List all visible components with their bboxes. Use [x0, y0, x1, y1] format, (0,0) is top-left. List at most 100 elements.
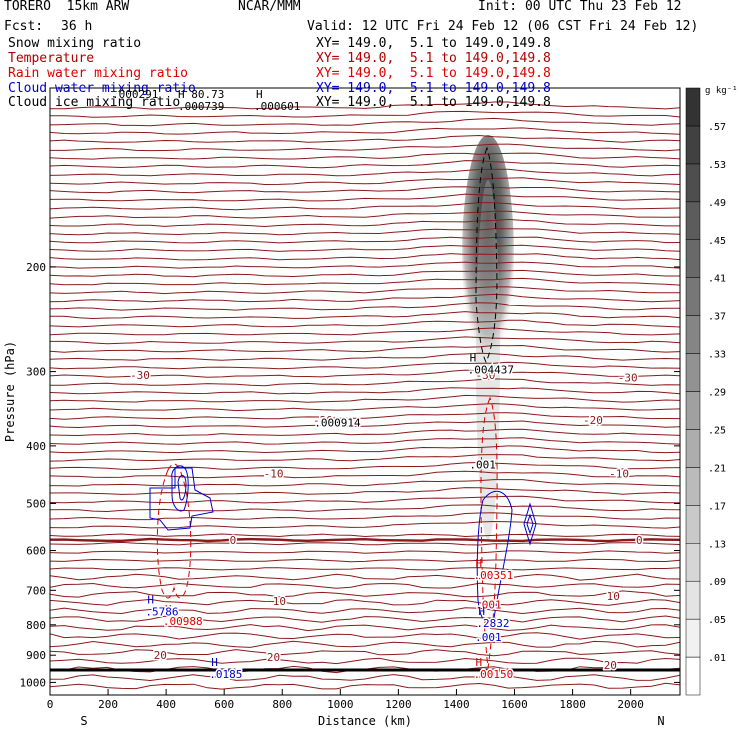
y-tick-label-5: 700 — [26, 584, 46, 597]
isotherm-38 — [50, 420, 680, 429]
isotherm-60 — [50, 607, 680, 615]
top-label-1: .000291 — [112, 88, 159, 101]
colorbar-label-8: .33 — [708, 350, 726, 361]
rain-max-1-h: H — [165, 603, 172, 616]
y-tick-label-3: 500 — [26, 497, 46, 510]
isotherm-66 — [50, 657, 680, 665]
isotherm-56 — [50, 573, 680, 581]
isotherm-57 — [50, 582, 680, 589]
isotherm-48 — [50, 504, 680, 513]
colorbar-label-11: .45 — [708, 236, 726, 247]
isotherm-23 — [50, 293, 680, 303]
legend-cloud-water: Cloud water mixing ratio — [8, 81, 196, 96]
isotherm-58 — [50, 590, 680, 598]
legend-snow: Snow mixing ratio — [8, 36, 142, 51]
x-tick-label-8: 1600 — [501, 698, 528, 711]
cloud-water-right-cell — [523, 502, 537, 546]
isotherm-label-7: 0 — [230, 534, 237, 547]
cloud-water-left-mid — [171, 465, 189, 512]
legend-cloud-ice: Cloud ice mixing ratio — [8, 95, 181, 110]
legend-rain: Rain water mixing ratio — [8, 66, 189, 81]
colorbar-label-13: .53 — [708, 160, 726, 171]
colorbar-box-5 — [685, 467, 701, 506]
isotherm-21 — [50, 277, 680, 286]
x-tick-label-1: 200 — [98, 698, 118, 711]
isotherm-label-4: -20 — [583, 414, 603, 427]
isotherm-17 — [50, 244, 680, 252]
isotherm-14 — [50, 218, 680, 228]
isotherm-69 — [50, 682, 680, 690]
isotherm-0 — [50, 101, 680, 110]
cloud-water-contour-label: .001 — [475, 631, 502, 644]
colorbar-box-11 — [685, 239, 701, 278]
top-label-2: H 80.73 — [178, 88, 225, 101]
isotherm-9 — [50, 177, 680, 186]
isotherm-62 — [50, 624, 680, 632]
y-tick-label-2: 400 — [26, 440, 46, 453]
x-tick-label-4: 800 — [272, 698, 292, 711]
cloud-water-max-0-value: .5786 — [145, 605, 178, 618]
colorbar-box-15 — [685, 87, 701, 127]
snow-max-value: .004437 — [468, 364, 514, 377]
model-title: TORERO 15km ARW — [4, 0, 130, 14]
isotherm-label-9: 10 — [273, 595, 286, 608]
isotherm-25 — [50, 311, 680, 320]
isotherm-16 — [50, 236, 680, 244]
isotherm-42 — [50, 454, 680, 462]
x-axis-label: Distance (km) — [318, 714, 412, 728]
colorbar-label-6: .25 — [708, 425, 726, 436]
north-label: N — [657, 714, 664, 728]
isotherm-18 — [50, 253, 680, 261]
colorbar-label-7: .29 — [708, 388, 726, 399]
colorbar-label-12: .49 — [708, 198, 726, 209]
legend-cloud-ice-xy: XY= 149.0, 5.1 to 149.0,149.8 — [316, 95, 551, 110]
isotherm-65 — [50, 649, 680, 657]
colorbar-label-2: .09 — [708, 577, 726, 588]
snow-contour-label: .001 — [469, 459, 496, 472]
isotherm-36 — [50, 403, 680, 412]
isotherm-68 — [50, 674, 680, 682]
snow-max-h: H — [470, 352, 477, 365]
center-title: NCAR/MMM — [238, 0, 301, 14]
isotherm-2 — [50, 117, 680, 127]
y-tick-label-8: 1000 — [20, 676, 47, 689]
snow-tail — [476, 180, 500, 540]
colorbar-box-7 — [685, 391, 701, 430]
colorbar-box-1 — [685, 618, 701, 658]
x-tick-label-6: 1200 — [385, 698, 412, 711]
isotherm-47 — [50, 495, 680, 504]
cloud-water-right — [476, 490, 513, 624]
isotherm-40 — [50, 437, 680, 445]
isotherm-label-1: -30 — [476, 369, 496, 382]
isotherm-63 — [50, 632, 680, 640]
axes: 0 200 400 600 800 1000 1200 1400 1600 1800 2000200… — [3, 261, 680, 728]
valid-time: Valid: 12 UTC Fri 24 Feb 12 (06 CST Fri … — [307, 19, 699, 34]
colorbar-box-4 — [685, 505, 701, 544]
colorbar-box-8 — [685, 353, 701, 392]
isotherm-39 — [50, 428, 680, 437]
isotherm-29 — [50, 344, 680, 353]
top-label-3: .000739 — [178, 100, 225, 113]
isotherm-label-8: 0 — [636, 534, 643, 547]
colorbar-unit: g kg⁻¹ — [705, 86, 738, 96]
cloud-water-left-inner — [177, 475, 187, 501]
colorbar: .01 .05 .09 .13 .17 .21 .25 .29 .33 .37 .41 .45 .49.… — [685, 86, 738, 696]
isotherm-55 — [50, 567, 680, 571]
cloud-water-max-2-value: .0185 — [209, 668, 242, 681]
x-tick-label-10: 2000 — [617, 698, 644, 711]
rain-max-2-value: .00150 — [473, 668, 513, 681]
isotherm-35 — [50, 394, 680, 403]
colorbar-box-0 — [685, 656, 701, 696]
y-tick-label-1: 300 — [26, 366, 46, 379]
isotherm-22 — [50, 286, 680, 295]
isotherm-26 — [50, 319, 680, 328]
isotherm-4 — [50, 134, 680, 143]
isotherm-11 — [50, 193, 680, 202]
rain-contour-left — [156, 463, 192, 599]
x-tick-label-0: 0 — [47, 698, 54, 711]
isotherm-44 — [50, 470, 680, 479]
y-tick-label-0: 200 — [26, 261, 46, 274]
isotherm-13 — [50, 210, 680, 219]
isotherm-6 — [50, 152, 680, 160]
fcst-value: 36 h — [61, 19, 93, 34]
